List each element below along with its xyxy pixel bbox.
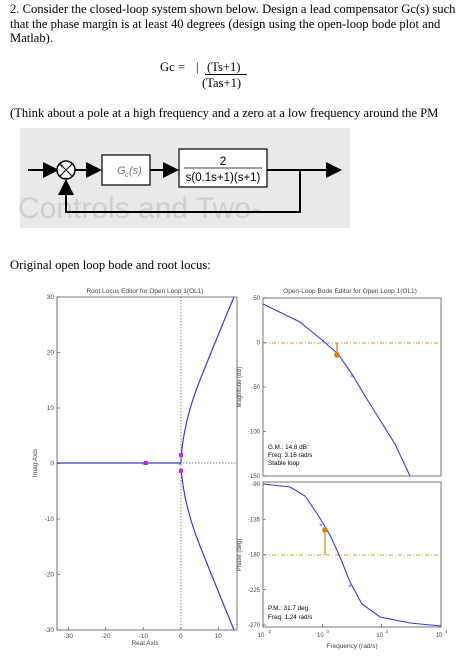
root-locus-closed-loop-pole — [179, 469, 183, 473]
bode-magnitude-pole-marker: × — [350, 374, 354, 380]
bode-xlabel: Frequency (rad/s) — [326, 643, 377, 650]
question-text: 2. Consider the closed-loop system shown… — [10, 2, 472, 46]
root-locus-open-loop-pole: × — [142, 461, 146, 468]
sum-plus-sign: + — [59, 161, 64, 170]
bode-magnitude-ytick-label: -50 — [251, 385, 260, 391]
root-locus-title: Root Locus Editor for Open Loop 1(OL1) — [86, 288, 203, 295]
formula-denominator: (Tas+1) — [202, 76, 242, 90]
plant-numerator: 2 — [220, 154, 227, 168]
bode-xtick-exponent: 4 — [445, 629, 448, 634]
bode-xtick-label: 10 — [317, 633, 324, 639]
bode-magnitude-curve — [262, 303, 411, 477]
bode-gm-text: G.M.: 14.8 dB — [268, 444, 307, 451]
bode-pm-freq-text: Freq: 1.24 rad/s — [268, 614, 312, 621]
root-locus-branch-upper — [180, 296, 235, 459]
bode-phase-ytick-label: -180 — [248, 553, 261, 559]
section-heading: Original open loop bode and root locus: — [10, 258, 211, 272]
root-locus-yticks: 30 20 10 0 -10 -20 -30 — [45, 294, 60, 634]
bode-pm-text: P.M.: 31.7 deg — [268, 605, 309, 612]
root-locus-ytick-label: 10 — [47, 405, 55, 412]
bode-stability-text: Stable loop — [268, 460, 300, 467]
root-locus-xtick-label: 10 — [215, 633, 223, 640]
formula-numerator: (Ts+1) — [207, 60, 241, 74]
bode-magnitude-pole-marker: × — [321, 339, 325, 345]
bode-phase-ylabel: Phase (deg) — [237, 539, 243, 572]
bode-magnitude-ytick-label: 50 — [253, 296, 260, 302]
formula-lhs: Gc = — [160, 60, 185, 74]
bode-phase-ytick-label: -135 — [248, 517, 261, 523]
root-locus-ytick-label: -30 — [45, 627, 55, 634]
bode-magnitude-yticks: 50 0 -50 -100 -150 — [248, 296, 266, 480]
root-locus-closed-loop-pole — [179, 453, 183, 457]
root-locus-ytick-label: 30 — [47, 294, 55, 301]
bode-phase-margin-marker — [322, 527, 328, 533]
bode-phase-ytick-label: -225 — [248, 588, 261, 594]
root-locus-closed-loop-pole — [144, 461, 148, 465]
question-line-3: Matlab). — [10, 31, 54, 46]
root-locus-xtick-label: 0 — [179, 633, 183, 640]
bode-magnitude-ytick-label: -100 — [248, 430, 261, 436]
bode-phase-pole-marker: × — [319, 523, 323, 529]
bode-title: Open-Loop Bode Editor for Open Loop 1(OL… — [283, 288, 417, 295]
bode-xtick-exponent: 0 — [326, 629, 329, 634]
root-locus-ylabel: Imag Axis — [32, 448, 39, 477]
sum-minus-sign: − — [63, 173, 68, 183]
root-locus-xtick-label: -30 — [64, 633, 74, 640]
hint-text: (Think about a pole at a high frequency … — [10, 106, 439, 120]
bode-phase-axes — [262, 481, 442, 628]
bode-phase-pole-marker: × — [348, 584, 352, 590]
root-locus-xlabel: Real Axis — [131, 640, 159, 647]
compensator-symbol: G — [117, 165, 126, 177]
root-locus-ytick-label: -20 — [45, 572, 55, 579]
plant-denominator: s(0.1s+1)(s+1) — [186, 172, 261, 184]
compensator-argument: (s) — [129, 165, 142, 177]
bode-phase-ytick-label: -90 — [251, 482, 260, 488]
bode-phase-ytick-label: -270 — [248, 623, 261, 629]
root-locus-xtick-label: -20 — [101, 633, 111, 640]
sum-cross-2 — [59, 163, 73, 177]
bode-gm-freq-text: Freq: 3.16 rad/s — [268, 452, 312, 459]
root-locus-ytick-label: -10 — [45, 516, 55, 523]
compensator-block — [101, 154, 151, 186]
question-line-2: that the phase margin is at least 40 deg… — [10, 16, 441, 31]
bode-magnitude-ytick-label: -150 — [248, 474, 261, 480]
formula-bar: | — [196, 60, 199, 74]
bode-magnitude-ytick-label: 0 — [257, 341, 261, 347]
bode-xtick-exponent: 2 — [386, 629, 389, 634]
bode-xtick-label: 10 — [258, 633, 265, 639]
formula-fraction-line — [205, 74, 247, 75]
root-locus-xtick-label: -10 — [139, 633, 149, 640]
root-locus-branch-lower — [180, 467, 235, 631]
bode-xtick-label: 10 — [376, 633, 383, 639]
bode-magnitude-axes — [262, 297, 442, 477]
bode-xtick-label: 10 — [436, 633, 443, 639]
compensator-subscript: c — [125, 172, 129, 179]
bode-phase-curve — [262, 483, 442, 627]
question-line-1: 2. Consider the closed-loop system shown… — [10, 2, 456, 16]
bode-magnitude-ylabel: Magnitude (dB) — [237, 366, 243, 407]
root-locus-ytick-label: 20 — [47, 350, 55, 357]
root-locus-xticks: -30 -20 -10 0 10 — [64, 627, 223, 640]
diagram-watermark: Controls and Two- — [18, 192, 261, 225]
root-locus-ytick-label: 0 — [50, 461, 54, 468]
feedback-path — [58, 170, 301, 213]
root-locus-open-loop-pole: × — [178, 461, 182, 468]
bode-xtick-exponent: -2 — [267, 629, 271, 634]
bode-gain-margin-marker — [334, 352, 340, 358]
